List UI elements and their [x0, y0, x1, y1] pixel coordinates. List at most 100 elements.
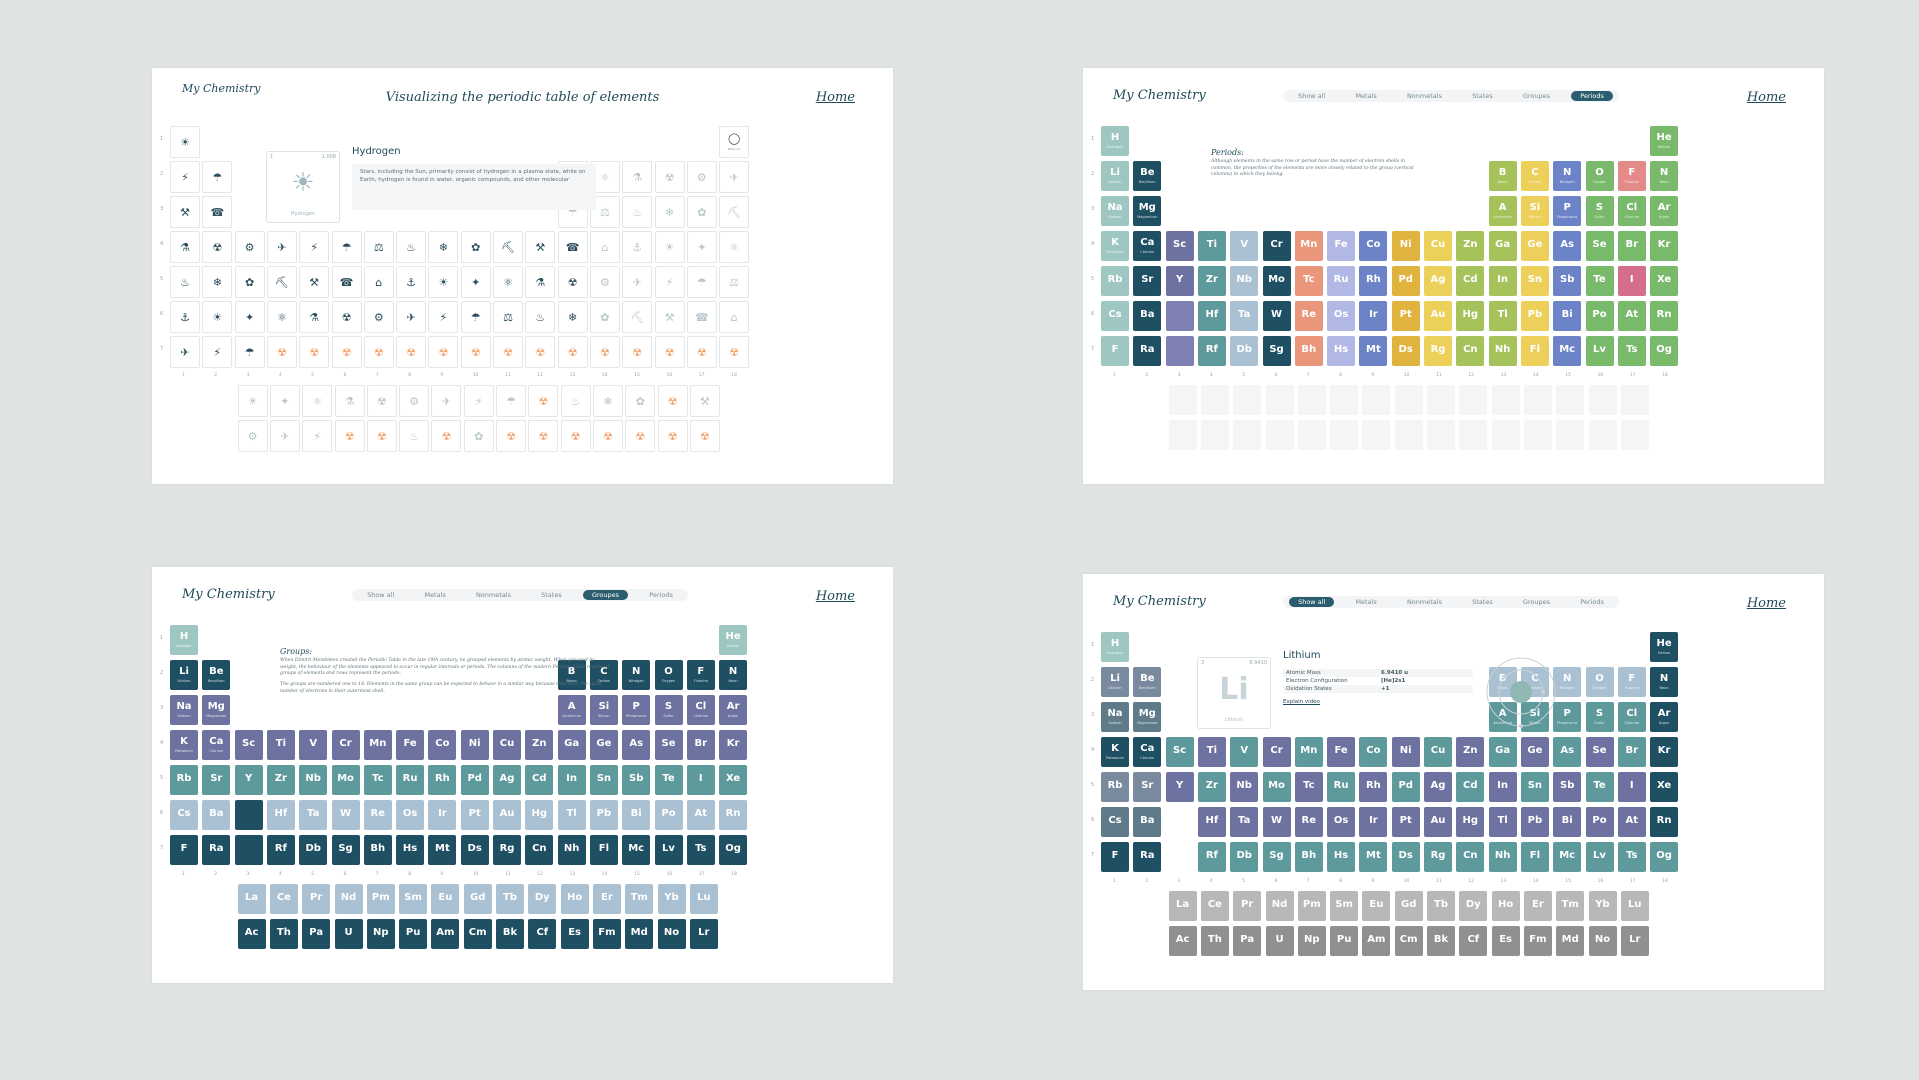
element-use-icon[interactable]: ⚡: [463, 385, 494, 417]
element-tile-pb[interactable]: Pb: [1520, 807, 1549, 837]
element-use-icon[interactable]: ☢: [331, 301, 362, 333]
radiation-icon[interactable]: ☢: [496, 420, 526, 452]
element-tile-br[interactable]: Br: [1617, 737, 1646, 767]
radiation-icon[interactable]: ☢: [657, 385, 688, 417]
element-tile-sc[interactable]: Sc: [1165, 737, 1194, 767]
element-tile-lv[interactable]: Lv: [654, 835, 683, 865]
element-tile-s[interactable]: S Sulfur: [1585, 196, 1614, 226]
element-tile-se[interactable]: Se: [654, 730, 683, 760]
element-tile-ni[interactable]: Ni: [1391, 231, 1420, 261]
element-tile-at[interactable]: At: [1617, 807, 1646, 837]
element-tile-la[interactable]: La: [1168, 891, 1197, 921]
element-tile-tb[interactable]: Tb: [496, 884, 524, 914]
radiation-icon[interactable]: ☢: [625, 420, 656, 452]
radiation-icon[interactable]: ☢: [557, 336, 588, 368]
element-tile-fe[interactable]: Fe: [1327, 231, 1356, 261]
element-tile-cn[interactable]: Cn: [1456, 336, 1485, 366]
element-tile-bh[interactable]: Bh: [1294, 842, 1323, 872]
element-tile-po[interactable]: Po: [1585, 301, 1614, 331]
element-use-icon[interactable]: ✿: [460, 231, 491, 263]
radiation-icon[interactable]: ☢: [460, 336, 491, 368]
element-use-icon[interactable]: ☂: [234, 336, 265, 368]
element-tile-po[interactable]: Po: [654, 800, 683, 830]
element-use-icon[interactable]: ☀: [202, 301, 233, 333]
radiation-icon[interactable]: ☢: [689, 420, 720, 452]
element-tile-ni[interactable]: Ni: [460, 730, 489, 760]
element-tile-ta[interactable]: Ta: [299, 800, 328, 830]
element-tile-sr[interactable]: Sr: [1133, 772, 1162, 802]
element-use-icon[interactable]: ♨: [525, 301, 556, 333]
radiation-icon[interactable]: ☢: [363, 336, 394, 368]
element-tile-co[interactable]: Co: [428, 730, 457, 760]
radiation-icon[interactable]: ☢: [589, 336, 620, 368]
element-use-icon[interactable]: ✈: [269, 420, 300, 452]
element-tile-yb[interactable]: Yb: [1588, 891, 1617, 921]
element-tile-at[interactable]: At: [1617, 301, 1646, 331]
element-tile-dy[interactable]: Dy: [528, 884, 557, 914]
element-tile-ho[interactable]: Ho: [560, 884, 589, 914]
tab-periods[interactable]: Periods: [1571, 91, 1613, 101]
tab-metals[interactable]: Metals: [1355, 92, 1377, 100]
element-tile-hs[interactable]: Hs: [1327, 842, 1356, 872]
element-tile-bk[interactable]: Bk: [496, 919, 524, 949]
element-tile-pt[interactable]: Pt: [460, 800, 489, 830]
radiation-icon[interactable]: ☢: [299, 336, 330, 368]
explain-video-link[interactable]: Explain video: [1283, 699, 1320, 705]
element-tile-hf[interactable]: Hf: [266, 800, 295, 830]
element-tile-c[interactable]: C Carbon: [1520, 161, 1549, 191]
element-tile-rb[interactable]: Rb: [170, 765, 198, 795]
element-tile-y[interactable]: Y: [234, 765, 263, 795]
element-tile-yb[interactable]: Yb: [657, 884, 686, 914]
element-tile-pt[interactable]: Pt: [1391, 301, 1420, 331]
element-tile-w[interactable]: W: [1262, 807, 1291, 837]
element-tile-i[interactable]: I: [1617, 772, 1646, 802]
home-link[interactable]: Home: [1746, 90, 1786, 105]
element-tile-he[interactable]: He Helium: [1650, 632, 1679, 662]
element-tile-pa[interactable]: Pa: [1233, 926, 1262, 956]
element-tile-tm[interactable]: Tm: [625, 884, 654, 914]
element-use-icon[interactable]: ✈: [719, 161, 750, 193]
element-tile-n[interactable]: N Nitrogen: [1553, 667, 1582, 697]
element-tile-ts[interactable]: Ts: [686, 835, 715, 865]
element-tile-zr[interactable]: Zr: [266, 765, 295, 795]
element-tile-au[interactable]: Au: [493, 800, 521, 830]
element-tile-ti[interactable]: Ti: [266, 730, 295, 760]
element-tile-c[interactable]: C Carbon: [589, 660, 618, 690]
element-tile-zr[interactable]: Zr: [1197, 266, 1226, 296]
element-tile-mg[interactable]: Mg Magnesium: [1133, 702, 1162, 732]
element-tile-v[interactable]: V: [1230, 737, 1259, 767]
element-tile-md[interactable]: Md: [1556, 926, 1585, 956]
element-tile-re[interactable]: Re: [1294, 807, 1323, 837]
element-tile-rb[interactable]: Rb: [1101, 772, 1129, 802]
element-tile-os[interactable]: Os: [1327, 807, 1356, 837]
element-tile-ag[interactable]: Ag: [493, 765, 521, 795]
element-use-icon[interactable]: ⚙: [234, 231, 265, 263]
element-tile-se[interactable]: Se: [1585, 737, 1614, 767]
element-tile-og[interactable]: Og: [1650, 336, 1679, 366]
element-tile-ds[interactable]: Ds: [460, 835, 489, 865]
tab-nonmetals[interactable]: Nonmetals: [475, 591, 511, 599]
brand-logo[interactable]: My Chemistry: [1113, 594, 1206, 609]
element-tile-h[interactable]: H Hydrogen: [1101, 632, 1129, 662]
radiation-icon[interactable]: ☢: [431, 420, 462, 452]
radiation-icon[interactable]: ☢: [719, 336, 750, 368]
element-tile-ca[interactable]: Ca Calcium: [202, 730, 231, 760]
element-tile-nh[interactable]: Nh: [1488, 336, 1517, 366]
element-tile-be[interactable]: Be Beryllium: [202, 660, 231, 690]
element-use-icon[interactable]: ✿: [589, 301, 620, 333]
radiation-icon[interactable]: ☢: [428, 336, 459, 368]
element-use-icon[interactable]: ☢: [654, 161, 685, 193]
element-tile-la[interactable]: La: [237, 884, 266, 914]
element-tile-os[interactable]: Os: [396, 800, 425, 830]
element-tile-k[interactable]: K Potassium: [1101, 231, 1129, 261]
element-use-icon[interactable]: ⚡: [302, 420, 333, 452]
element-tile-b[interactable]: B Boron: [1488, 161, 1517, 191]
element-tile-cu[interactable]: Cu: [493, 730, 521, 760]
element-tile-cs[interactable]: Cs: [1101, 807, 1129, 837]
radiation-icon[interactable]: ☢: [493, 336, 523, 368]
tab-periods[interactable]: Periods: [1580, 598, 1604, 606]
element-tile-sc[interactable]: Sc: [1165, 231, 1194, 261]
element-use-icon[interactable]: ⚒: [525, 231, 556, 263]
element-tile-ga[interactable]: Ga: [1488, 231, 1517, 261]
radiation-icon[interactable]: ☢: [266, 336, 297, 368]
